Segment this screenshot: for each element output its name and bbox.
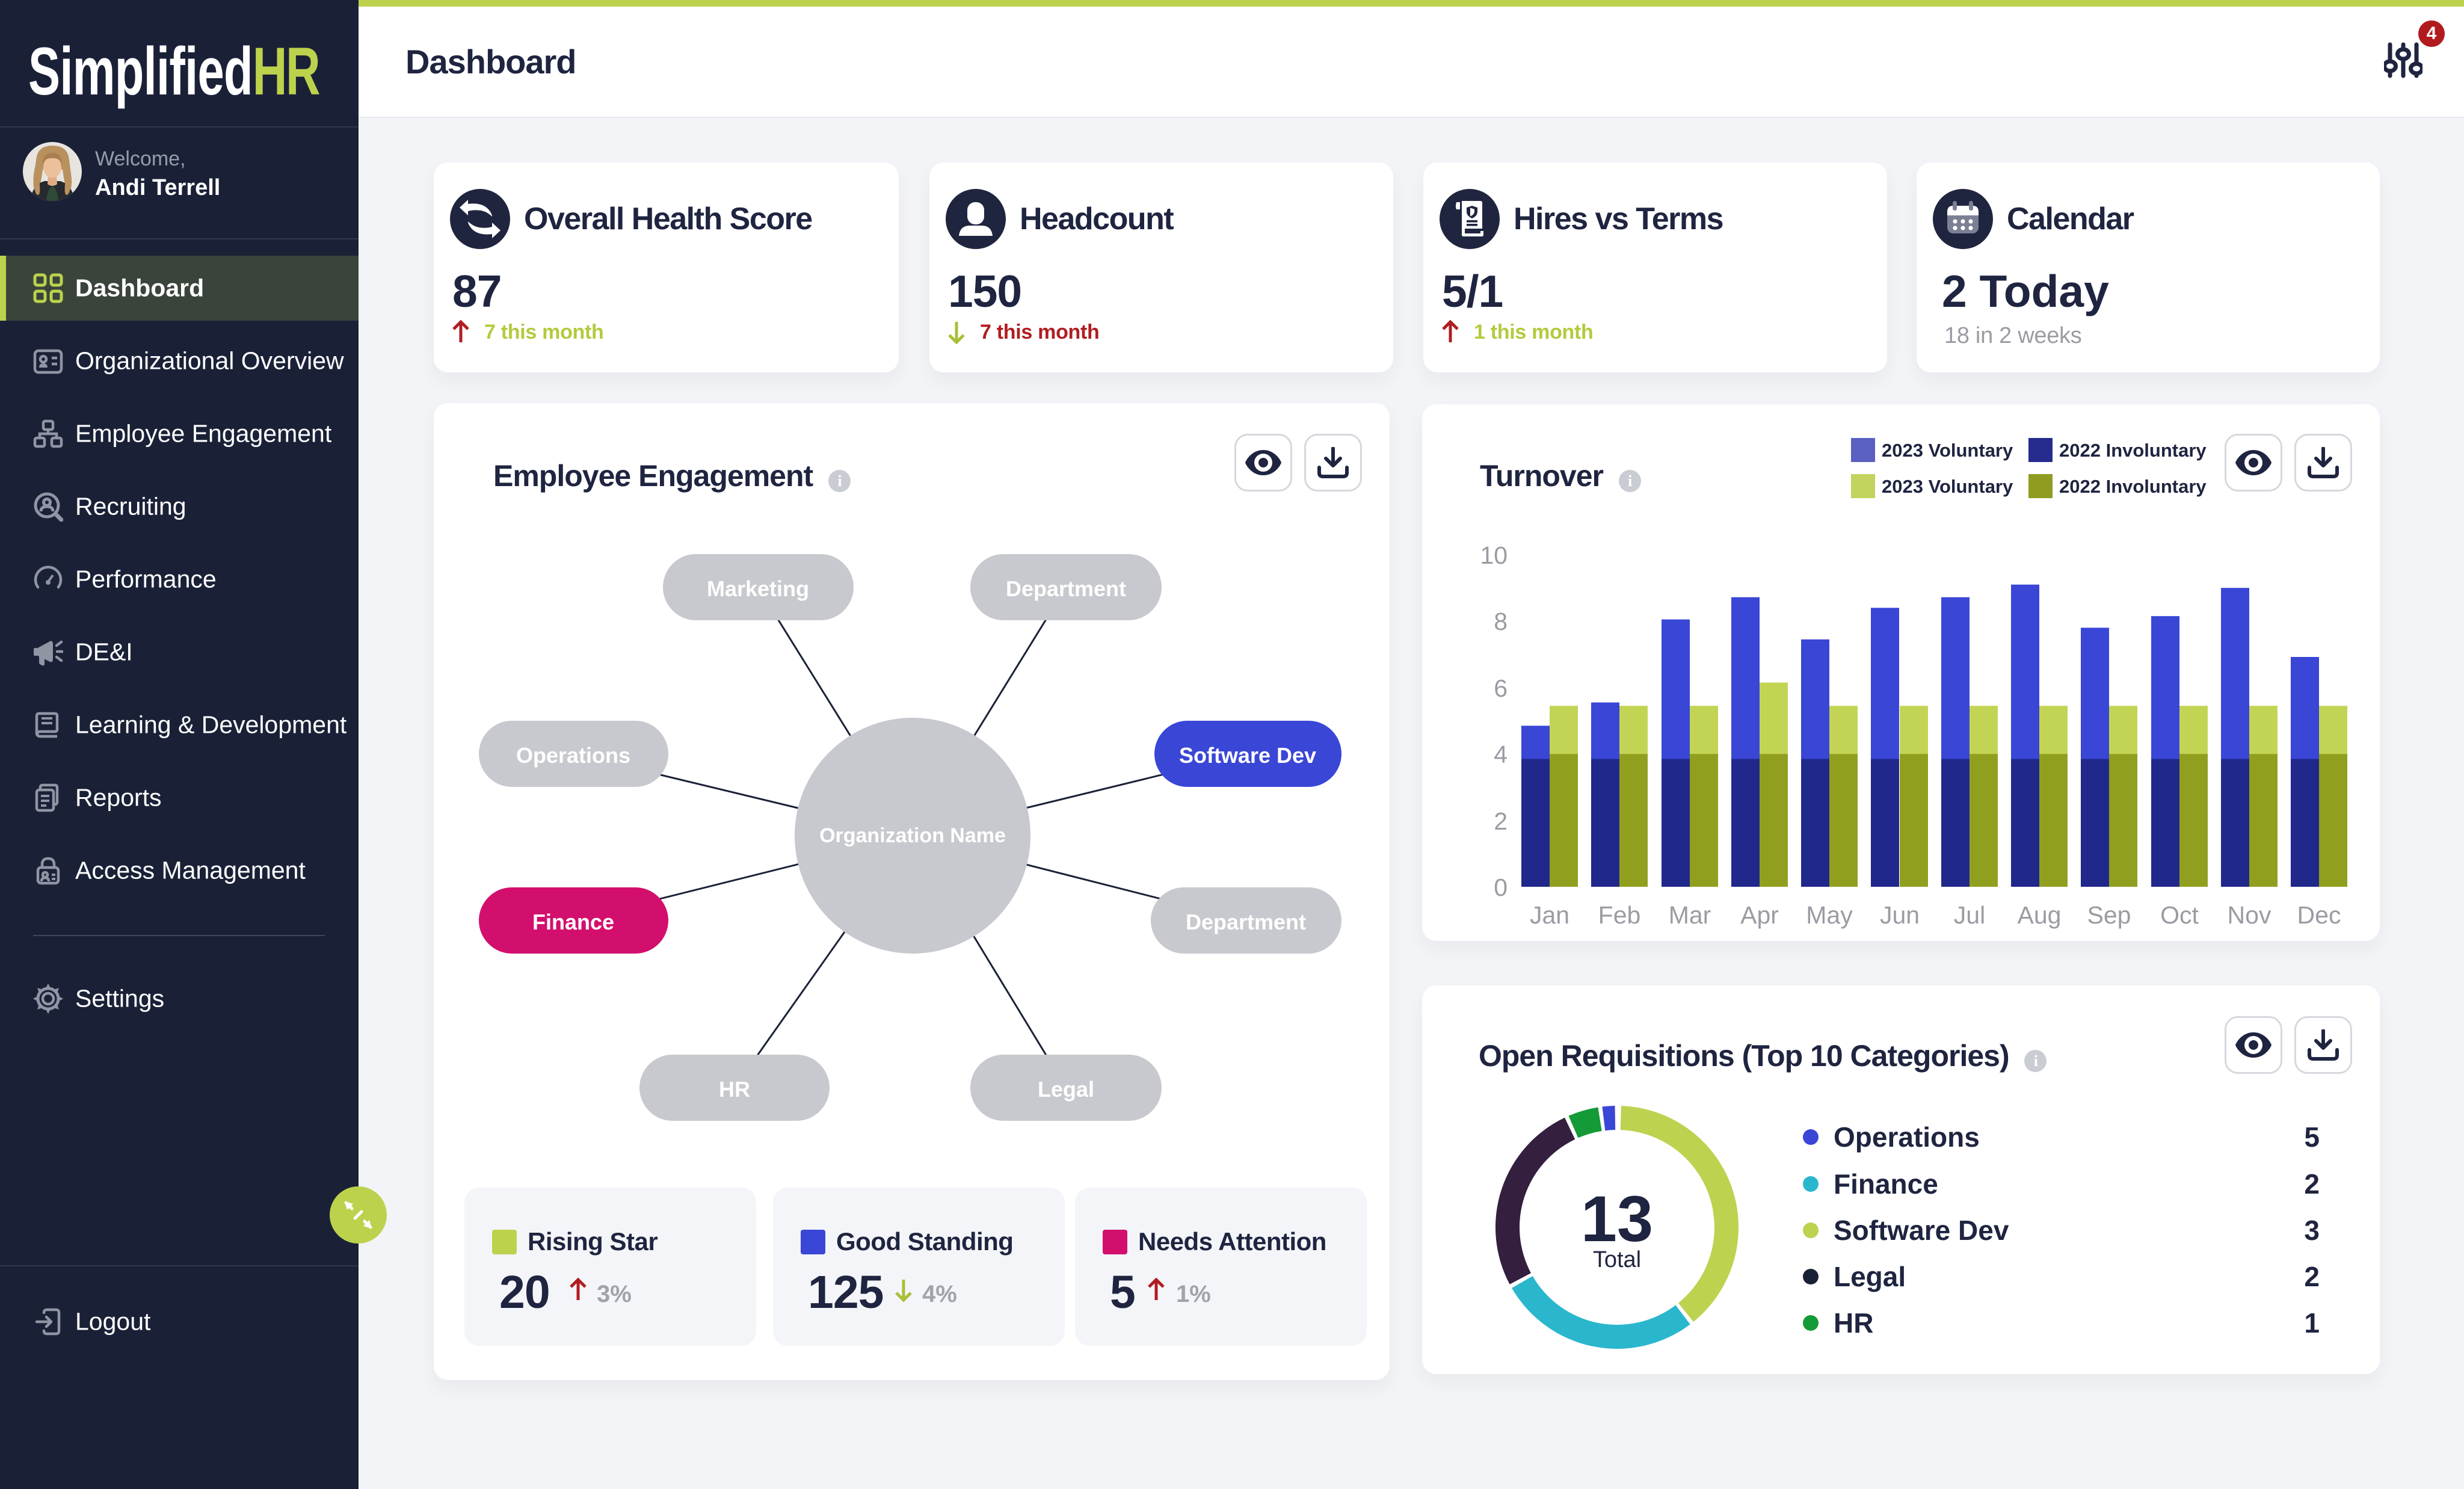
svg-text:Legal: Legal [1038,1077,1094,1102]
svg-text:0: 0 [1494,874,1508,901]
svg-text:Operations: Operations [516,743,630,768]
svg-text:2: 2 [1494,807,1508,835]
svg-text:Jan: Jan [1530,901,1569,929]
svg-text:Operations: Operations [1834,1121,1980,1153]
svg-text:2: 2 [2304,1168,2320,1200]
svg-text:Mar: Mar [1669,901,1711,929]
svg-text:10: 10 [1480,541,1508,569]
svg-text:Software Dev: Software Dev [1179,743,1316,768]
svg-text:Organization Name: Organization Name [819,824,1006,847]
svg-text:Jul: Jul [1954,901,1985,929]
svg-text:HR: HR [719,1077,750,1102]
svg-text:4: 4 [1494,741,1508,768]
svg-text:Feb: Feb [1598,901,1641,929]
svg-text:Nov: Nov [2228,901,2272,929]
svg-text:Finance: Finance [532,910,614,934]
svg-text:13: 13 [1581,1182,1653,1255]
svg-text:3: 3 [2304,1215,2320,1246]
svg-text:2: 2 [2304,1261,2320,1292]
svg-text:Legal: Legal [1834,1261,1906,1292]
svg-text:Finance: Finance [1834,1168,1938,1200]
svg-text:1: 1 [2304,1307,2320,1339]
svg-text:6: 6 [1494,674,1508,702]
svg-text:Aug: Aug [2018,901,2062,929]
svg-text:5: 5 [2304,1121,2320,1153]
svg-text:Total: Total [1593,1247,1641,1272]
svg-text:Jun: Jun [1880,901,1920,929]
svg-text:Apr: Apr [1740,901,1779,929]
svg-text:Department: Department [1006,576,1126,601]
svg-text:Sep: Sep [2087,901,2131,929]
svg-text:Oct: Oct [2160,901,2199,929]
svg-text:HR: HR [1834,1307,1873,1339]
svg-text:Department: Department [1186,910,1306,934]
svg-text:May: May [1806,901,1853,929]
svg-text:Marketing: Marketing [707,576,809,601]
svg-text:Software Dev: Software Dev [1834,1215,2009,1246]
svg-text:8: 8 [1494,608,1508,635]
svg-text:Dec: Dec [2297,901,2341,929]
